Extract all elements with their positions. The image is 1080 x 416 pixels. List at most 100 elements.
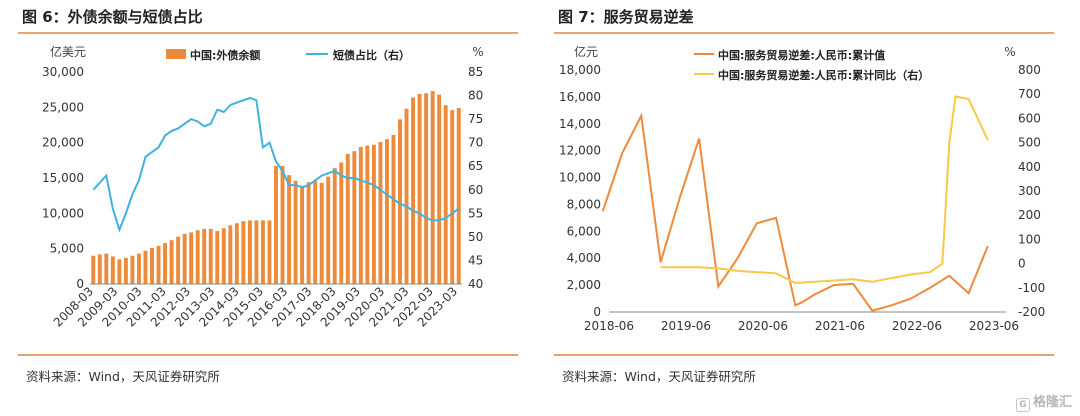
source-note: 资料来源：Wind，天风证券研究所: [562, 369, 756, 384]
debt-bar: [443, 105, 448, 285]
y-tick-label-right: 75: [468, 112, 483, 126]
debt-bar: [195, 230, 200, 284]
y-tick-label-right: -100: [1018, 281, 1045, 295]
y-tick-label-left: 25,000: [42, 100, 84, 114]
chart-service-trade: 亿元 % 0 2,000 4,000 6,000 8,000 10,000 12,000 14,0…: [559, 44, 1045, 333]
debt-bar: [215, 231, 220, 284]
y-axis-unit-right: %: [1004, 45, 1015, 59]
debt-bar: [378, 141, 383, 284]
short-debt-ratio-line: [92, 96, 460, 233]
y-tick-label-left: 12,000: [559, 144, 601, 158]
debt-bar: [143, 250, 148, 284]
debt-bar: [169, 240, 174, 284]
debt-bar: [358, 146, 363, 284]
legend-swatch-bar: [166, 49, 186, 59]
debt-bar: [371, 144, 376, 284]
debt-bar: [398, 119, 402, 284]
x-tick-label: 2022-06: [892, 319, 942, 333]
legend-label-ratio: 短债占比（右）: [333, 48, 410, 62]
y-tick-label-right: 0: [1018, 257, 1026, 271]
debt-bar: [450, 110, 455, 284]
debt-bar: [280, 165, 285, 284]
debt-bar: [234, 223, 239, 284]
y-tick-label-right: 200: [1018, 208, 1041, 222]
x-tick-label: 2021-06: [815, 319, 865, 333]
watermark-logo: G 格隆汇: [1015, 391, 1072, 412]
y-tick-label-left: 16,000: [559, 90, 601, 104]
debt-bar: [241, 221, 246, 284]
source-divider: [554, 354, 1054, 356]
y-tick-label-right: 500: [1018, 136, 1041, 150]
y-tick-label-right: 80: [468, 89, 483, 103]
debt-bar: [300, 185, 305, 284]
y-tick-label-left: 0: [76, 277, 84, 291]
y-tick-label-right: 55: [468, 206, 483, 220]
y-axis-unit-left: 亿美元: [50, 44, 86, 59]
chart-title: 图 6：外债余额与短债占比: [22, 8, 203, 26]
debt-bar: [150, 247, 154, 284]
debt-bar: [189, 232, 194, 284]
legend-label-yoy: 中国:服务贸易逆差:人民币:累计同比（右）: [718, 68, 929, 82]
debt-bar: [228, 225, 233, 284]
y-tick-label-left: 20,000: [42, 136, 84, 150]
y-tick-label-right: 70: [468, 136, 483, 150]
debt-bar: [163, 243, 168, 284]
y-tick-label-right: 400: [1018, 160, 1041, 174]
debt-bar: [411, 97, 416, 284]
debt-bar: [202, 228, 207, 284]
chart-panel-service-trade: 图 7：服务贸易逆差 亿元% 0 2,000 4,000 6,000 8,000 10,00…: [554, 0, 1074, 390]
y-tick-label-left: 6,000: [567, 224, 601, 238]
debt-bar: [391, 134, 396, 284]
y-tick-label-right: 700: [1018, 87, 1041, 101]
debt-bar: [417, 93, 422, 284]
debt-bar: [326, 176, 331, 284]
y-tick-label-left: 10,000: [559, 171, 601, 185]
debt-bar: [319, 182, 324, 284]
debt-bar: [254, 220, 259, 284]
chart-foreign-debt: 亿美元 % 0 5,000 10,000 15,000 20,000 25,000 30,000…: [42, 44, 484, 330]
debt-bar: [345, 153, 350, 284]
debt-bar: [182, 233, 187, 284]
debt-bar: [365, 145, 370, 284]
y-tick-label-right: 85: [468, 65, 483, 79]
debt-bar: [313, 180, 318, 284]
debt-bar: [267, 220, 272, 284]
debt-bar: [430, 91, 435, 284]
x-tick-label: 2020-06: [738, 319, 788, 333]
y-tick-label-left: 4,000: [567, 251, 601, 265]
y-tick-label-right: 800: [1018, 63, 1041, 77]
source-note: 资料来源：Wind，天风证券研究所: [26, 369, 220, 384]
y-tick-label-right: 40: [468, 277, 483, 291]
y-tick-label-right: -200: [1018, 305, 1045, 319]
y-tick-label-left: 15,000: [42, 171, 84, 185]
debt-bar: [97, 254, 102, 284]
y-tick-label-left: 30,000: [42, 65, 84, 79]
y-tick-label-left: 10,000: [42, 206, 84, 220]
y-tick-label-right: 60: [468, 183, 483, 197]
debt-bar: [130, 255, 135, 284]
debt-bar: [91, 255, 96, 284]
debt-bar: [260, 220, 265, 284]
service-deficit-yoy-line: [660, 95, 989, 285]
debt-bar: [384, 139, 389, 284]
debt-bar: [437, 94, 442, 284]
debt-bar: [247, 220, 252, 284]
debt-bar: [352, 151, 357, 284]
chart-panel-foreign-debt: 图 6：外债余额与短债占比 亿美元% 0 5,000 10,000 15,000 20,0…: [18, 0, 538, 390]
debt-bar: [110, 256, 115, 284]
debt-bar: [404, 108, 409, 284]
debt-bar: [208, 228, 213, 284]
debt-bar: [221, 228, 226, 284]
debt-bar: [339, 162, 344, 284]
y-tick-label-right: 100: [1018, 232, 1041, 246]
debt-bar: [274, 165, 278, 284]
debt-bar: [136, 253, 141, 284]
y-axis-unit-left: 亿元: [574, 44, 598, 59]
y-tick-label-right: 45: [468, 253, 483, 267]
debt-bar: [176, 236, 181, 284]
debt-bar: [104, 253, 109, 284]
y-tick-label-left: 5,000: [50, 242, 84, 256]
watermark-text: 格隆汇: [1032, 395, 1072, 410]
source-divider: [18, 354, 518, 356]
y-tick-label-right: 50: [468, 230, 483, 244]
